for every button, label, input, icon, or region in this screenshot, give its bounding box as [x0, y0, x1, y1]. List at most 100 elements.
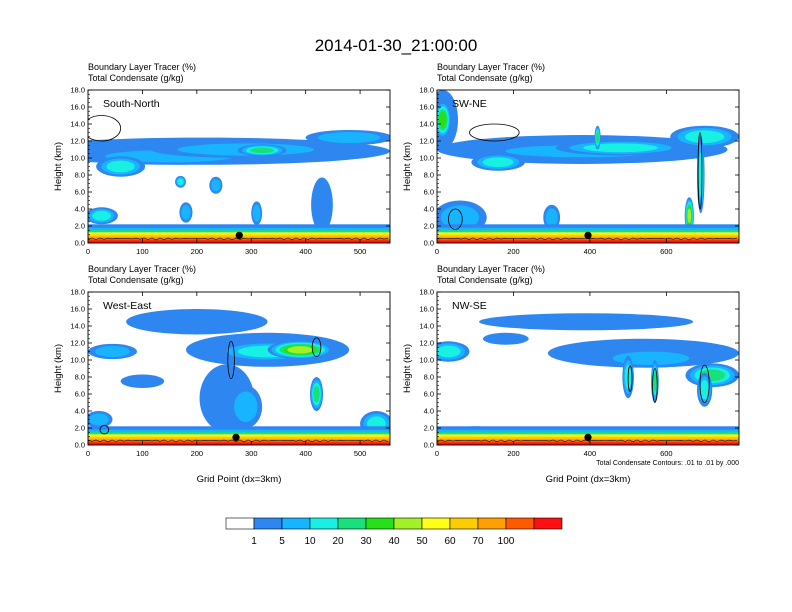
tracer-region-7-level-4	[313, 385, 320, 403]
x-tick-label: 200	[191, 247, 204, 256]
colorbar-swatch-11	[533, 517, 563, 530]
colorbar-label-10: 10	[304, 536, 316, 547]
x-tick-label: 500	[354, 247, 367, 256]
colorbar-swatch-8	[449, 517, 479, 530]
x-tick-label: 0	[435, 449, 439, 458]
y-tick-label: 4.0	[424, 407, 434, 416]
location-marker	[235, 231, 243, 239]
tracer-region-7-level-2	[252, 204, 261, 222]
condensate-contour-1	[448, 208, 463, 230]
tracer-region-4-level-4	[250, 147, 275, 154]
tracer-region-8-level-2	[440, 205, 480, 230]
contour-note: Total Condensate Contours: .01 to .01 by…	[596, 460, 739, 467]
y-tick-label: 8.0	[424, 171, 434, 180]
condensate-contour-2	[697, 132, 703, 210]
tracer-region-5-level-5	[439, 111, 447, 128]
x-tick-label: 600	[660, 449, 673, 458]
panel-label: West-East	[103, 300, 151, 312]
y-tick-label: 16.0	[419, 103, 434, 112]
colorbar-label-40: 40	[388, 536, 400, 547]
fill-variable-label: Boundary Layer Tracer (%)	[88, 62, 196, 72]
y-tick-label: 14.0	[419, 120, 434, 129]
surface-condensate-contour	[88, 237, 389, 241]
y-axis-label: Height (km)	[402, 142, 413, 191]
condensate-contour-2	[99, 425, 110, 435]
x-tick-label: 400	[584, 247, 597, 256]
location-marker	[584, 231, 592, 239]
panel-label: NW-SE	[452, 300, 487, 312]
colorbar-label-60: 60	[444, 536, 456, 547]
panel-0: Boundary Layer Tracer (%)Total Condensat…	[53, 62, 391, 256]
y-tick-label: 10.0	[70, 356, 85, 365]
y-tick-label: 2.0	[424, 424, 434, 433]
y-tick-label: 18.0	[419, 86, 434, 95]
y-tick-label: 18.0	[419, 288, 434, 297]
tracer-region-11-level-4	[596, 131, 600, 144]
condensate-contour-0	[699, 364, 710, 403]
fill-variable-label: Boundary Layer Tracer (%)	[437, 264, 545, 274]
y-tick-label: 2.0	[75, 222, 85, 231]
fill-variable-label: Boundary Layer Tracer (%)	[437, 62, 545, 72]
colorbar-swatch-10	[505, 517, 535, 530]
x-tick-label: 0	[86, 247, 90, 256]
y-tick-label: 4.0	[424, 205, 434, 214]
x-tick-label: 200	[191, 449, 204, 458]
panel-3: Boundary Layer Tracer (%)Total Condensat…	[402, 264, 740, 485]
tracer-region-3-level-2	[94, 346, 131, 357]
x-tick-label: 300	[245, 449, 258, 458]
x-tick-label: 100	[136, 247, 149, 256]
condensate-contour-0	[88, 115, 122, 142]
y-tick-label: 8.0	[75, 373, 85, 382]
y-tick-label: 6.0	[75, 188, 85, 197]
panel-label: South-North	[103, 98, 160, 110]
x-tick-label: 100	[136, 449, 149, 458]
location-marker	[584, 433, 592, 441]
y-tick-label: 10.0	[419, 356, 434, 365]
x-tick-label: 0	[435, 247, 439, 256]
colorbar-swatch-4	[337, 517, 367, 530]
colorbar-swatch-7	[421, 517, 451, 530]
x-tick-label: 400	[299, 449, 312, 458]
y-tick-label: 6.0	[75, 390, 85, 399]
y-tick-label: 14.0	[70, 120, 85, 129]
y-tick-label: 0.0	[75, 441, 85, 450]
surface-condensate-contour	[437, 237, 738, 241]
y-axis-label: Height (km)	[53, 344, 64, 393]
tracer-region-5-level-2	[317, 132, 381, 144]
panel-1: Boundary Layer Tracer (%)Total Condensat…	[402, 62, 740, 256]
tracer-region-9-level-2	[211, 179, 221, 192]
x-axis-label: Grid Point (dx=3km)	[546, 474, 631, 485]
condensate-contour-0	[469, 123, 520, 142]
x-tick-label: 500	[354, 449, 367, 458]
tracer-region-11-level-3	[92, 210, 111, 221]
tracer-region-7-level-3	[700, 379, 709, 400]
y-tick-label: 16.0	[70, 305, 85, 314]
tracer-region-6-level-2	[181, 205, 191, 220]
x-tick-label: 200	[507, 247, 520, 256]
tracer-region-9-level-2	[545, 208, 558, 227]
y-tick-label: 18.0	[70, 288, 85, 297]
colorbar-label-30: 30	[360, 536, 372, 547]
tracer-region-4-level-1	[479, 313, 694, 331]
x-tick-label: 0	[86, 449, 90, 458]
tracer-region-6-level-2	[234, 391, 258, 422]
condensate-contour-1	[227, 340, 235, 380]
x-tick-label: 200	[507, 449, 520, 458]
colorbar-swatch-3	[309, 517, 339, 530]
tracer-region-7-level-6	[687, 208, 692, 224]
y-tick-label: 6.0	[424, 188, 434, 197]
tracer-region-3-level-3	[106, 160, 135, 173]
y-tick-label: 12.0	[70, 137, 85, 146]
tracer-region-10-level-2	[89, 413, 109, 426]
y-tick-label: 4.0	[75, 407, 85, 416]
panels-group: Boundary Layer Tracer (%)Total Condensat…	[53, 62, 740, 485]
y-tick-label: 0.0	[75, 239, 85, 248]
contour-variable-label: Total Condensate (g/kg)	[437, 275, 533, 285]
tracer-region-10-level-1	[311, 177, 333, 232]
x-tick-label: 600	[660, 247, 673, 256]
y-tick-label: 12.0	[70, 339, 85, 348]
tracer-region-8-level-3	[177, 178, 184, 186]
y-tick-label: 18.0	[70, 86, 85, 95]
y-tick-label: 14.0	[70, 322, 85, 331]
x-tick-label: 300	[245, 247, 258, 256]
